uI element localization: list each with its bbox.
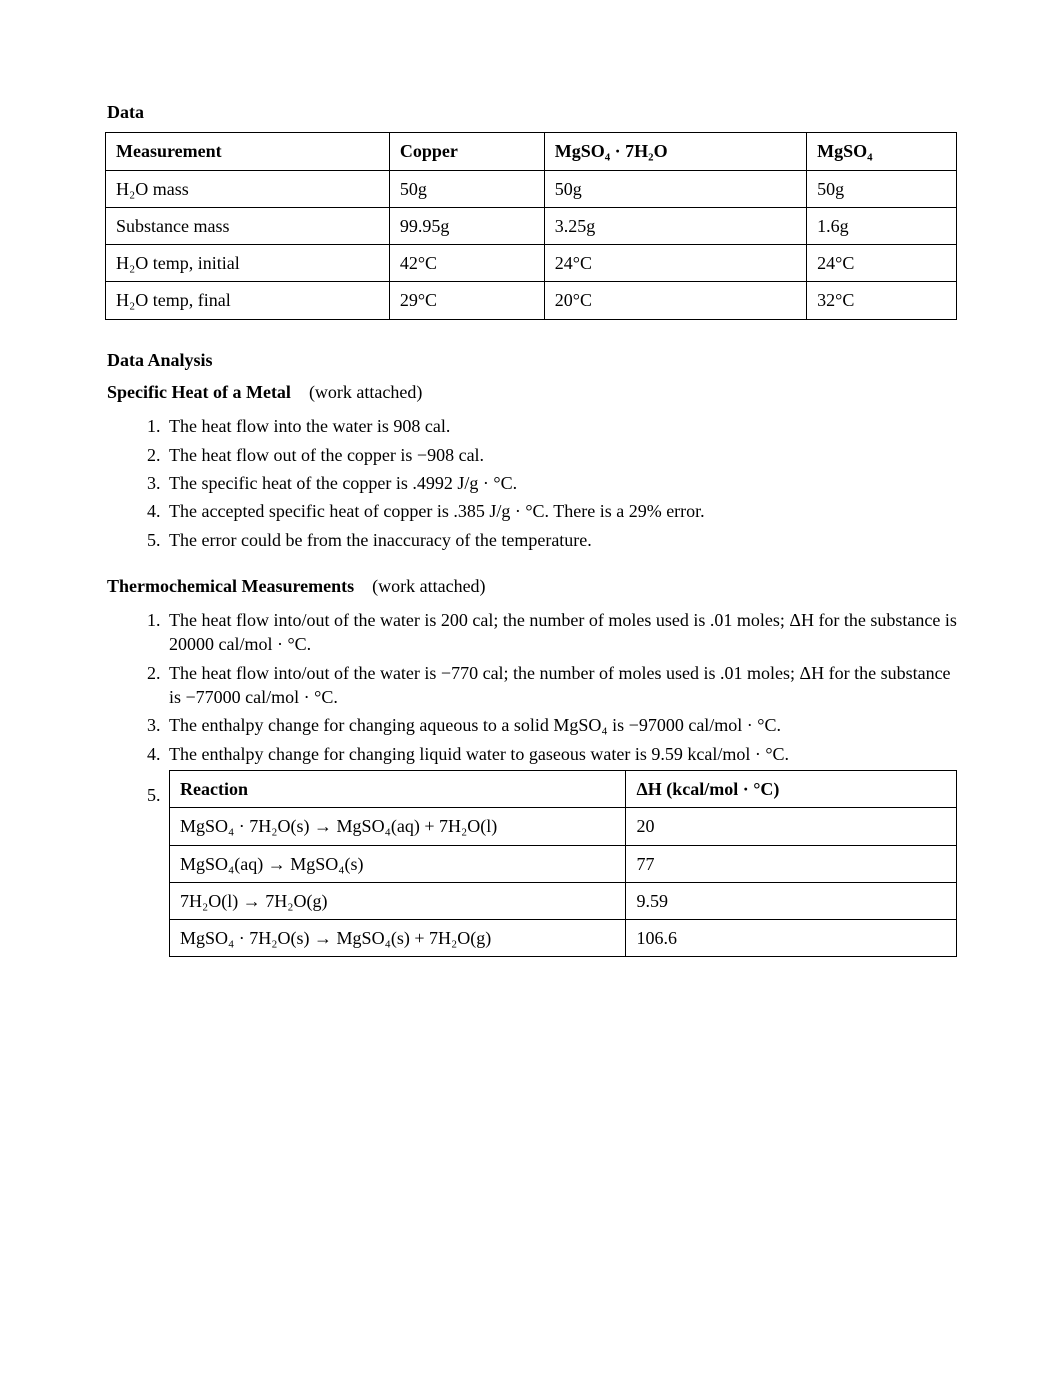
- list-item: The heat flow into/out of the water is 2…: [165, 608, 957, 657]
- reaction-table: Reaction ΔH (kcal/mol · °C) MgSO₄ · 7H₂O…: [169, 770, 957, 957]
- cell: MgSO₄(aq) → MgSO₄(s): [170, 845, 626, 882]
- cell: H₂O temp, initial: [106, 245, 390, 282]
- specific-heat-heading: Specific Heat of a Metal (work attached): [107, 380, 957, 404]
- cell: 24°C: [807, 245, 957, 282]
- cell: 24°C: [544, 245, 806, 282]
- cell: 1.6g: [807, 207, 957, 244]
- list-item: The enthalpy change for changing liquid …: [165, 742, 957, 766]
- document-page: Data Measurement Copper MgSO₄ · 7H₂O MgS…: [0, 0, 1062, 1377]
- thermo-list: The heat flow into/out of the water is 2…: [105, 608, 957, 957]
- subhead-annotation: (work attached): [372, 576, 485, 596]
- table-header-row: Reaction ΔH (kcal/mol · °C): [170, 770, 957, 807]
- table-row: MgSO₄ · 7H₂O(s) → MgSO₄(aq) + 7H₂O(l) 20: [170, 808, 957, 845]
- subhead-annotation: (work attached): [309, 382, 422, 402]
- cell: 50g: [389, 170, 544, 207]
- cell: 50g: [807, 170, 957, 207]
- list-item: The heat flow out of the copper is −908 …: [165, 443, 957, 467]
- list-item: The accepted specific heat of copper is …: [165, 499, 957, 523]
- table-row: MgSO₄ · 7H₂O(s) → MgSO₄(s) + 7H₂O(g) 106…: [170, 920, 957, 957]
- list-item-5: Reaction ΔH (kcal/mol · °C) MgSO₄ · 7H₂O…: [165, 770, 957, 957]
- data-heading: Data: [107, 100, 957, 124]
- cell: 42°C: [389, 245, 544, 282]
- cell: Substance mass: [106, 207, 390, 244]
- thermo-heading: Thermochemical Measurements (work attach…: [107, 574, 957, 598]
- table-row: Substance mass 99.95g 3.25g 1.6g: [106, 207, 957, 244]
- cell: 7H₂O(l) → 7H₂O(g): [170, 882, 626, 919]
- cell: 106.6: [626, 920, 957, 957]
- cell: 3.25g: [544, 207, 806, 244]
- list-item: The heat flow into/out of the water is −…: [165, 661, 957, 710]
- cell: 9.59: [626, 882, 957, 919]
- subhead-text: Specific Heat of a Metal: [107, 382, 291, 402]
- cell: 77: [626, 845, 957, 882]
- table-row: H₂O temp, final 29°C 20°C 32°C: [106, 282, 957, 319]
- subhead-text: Thermochemical Measurements: [107, 576, 354, 596]
- list-item: The specific heat of the copper is .4992…: [165, 471, 957, 495]
- cell: 20°C: [544, 282, 806, 319]
- table-header-row: Measurement Copper MgSO₄ · 7H₂O MgSO₄: [106, 133, 957, 170]
- table-row: H₂O temp, initial 42°C 24°C 24°C: [106, 245, 957, 282]
- col-mgso4-7h2o: MgSO₄ · 7H₂O: [544, 133, 806, 170]
- cell: H₂O temp, final: [106, 282, 390, 319]
- col-copper: Copper: [389, 133, 544, 170]
- cell: 20: [626, 808, 957, 845]
- table-row: H₂O mass 50g 50g 50g: [106, 170, 957, 207]
- data-analysis-heading: Data Analysis: [107, 348, 957, 372]
- list-item: The enthalpy change for changing aqueous…: [165, 713, 957, 737]
- cell: 29°C: [389, 282, 544, 319]
- col-deltah: ΔH (kcal/mol · °C): [626, 770, 957, 807]
- cell: 32°C: [807, 282, 957, 319]
- col-measurement: Measurement: [106, 133, 390, 170]
- list-item: The error could be from the inaccuracy o…: [165, 528, 957, 552]
- col-reaction: Reaction: [170, 770, 626, 807]
- cell: MgSO₄ · 7H₂O(s) → MgSO₄(aq) + 7H₂O(l): [170, 808, 626, 845]
- cell: 99.95g: [389, 207, 544, 244]
- col-mgso4: MgSO₄: [807, 133, 957, 170]
- list-item: The heat flow into the water is 908 cal.: [165, 414, 957, 438]
- table-row: 7H₂O(l) → 7H₂O(g) 9.59: [170, 882, 957, 919]
- measurements-table: Measurement Copper MgSO₄ · 7H₂O MgSO₄ H₂…: [105, 132, 957, 319]
- cell: MgSO₄ · 7H₂O(s) → MgSO₄(s) + 7H₂O(g): [170, 920, 626, 957]
- cell: 50g: [544, 170, 806, 207]
- cell: H₂O mass: [106, 170, 390, 207]
- table-row: MgSO₄(aq) → MgSO₄(s) 77: [170, 845, 957, 882]
- specific-heat-list: The heat flow into the water is 908 cal.…: [105, 414, 957, 551]
